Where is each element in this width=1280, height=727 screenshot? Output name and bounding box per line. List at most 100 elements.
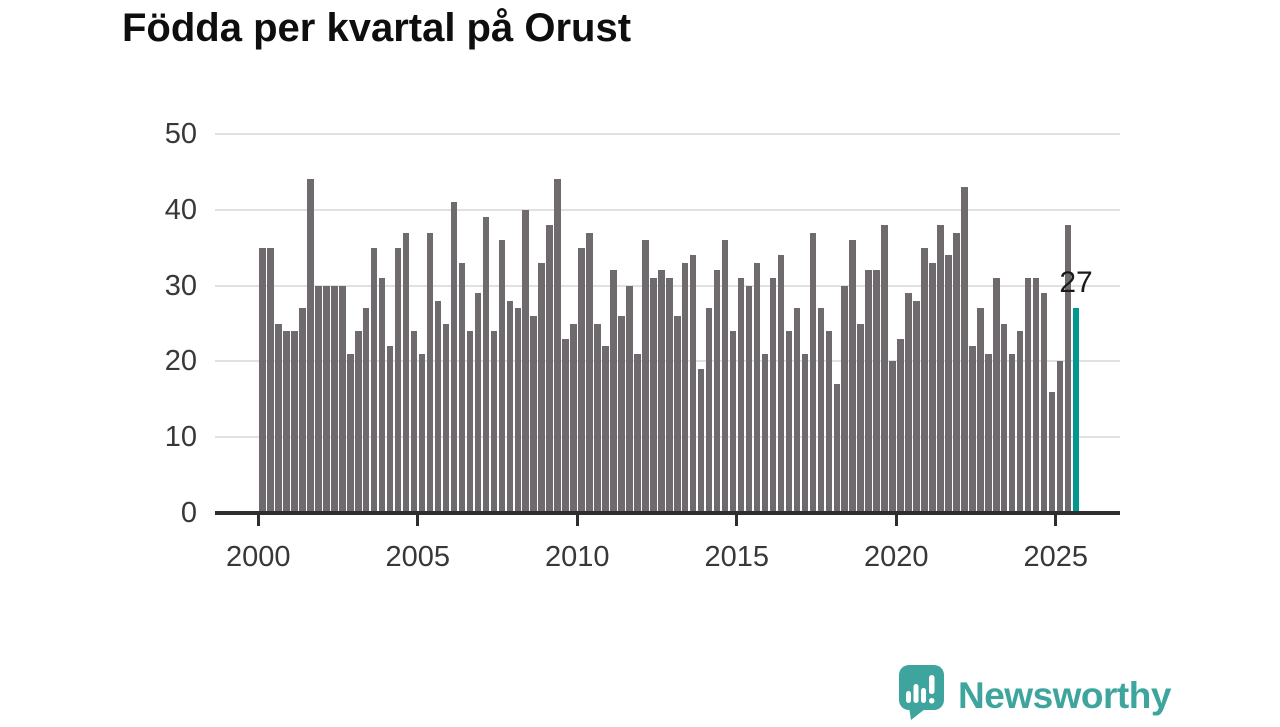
bar <box>769 278 777 514</box>
y-axis-label: 30 <box>164 269 197 302</box>
bar <box>482 217 490 514</box>
bar <box>945 255 952 514</box>
bar <box>674 315 681 514</box>
bar <box>299 308 306 514</box>
bar <box>394 247 402 514</box>
bar <box>522 209 529 514</box>
bar <box>386 346 394 514</box>
bar <box>418 353 426 514</box>
bar <box>450 202 458 514</box>
bar <box>442 323 450 514</box>
bar <box>729 331 737 514</box>
bar <box>259 247 266 514</box>
bar <box>873 270 880 514</box>
y-axis-label: 20 <box>164 345 197 378</box>
bar <box>458 262 466 514</box>
bar <box>825 331 833 514</box>
bar <box>410 331 418 514</box>
y-axis-label: 0 <box>180 497 197 529</box>
bar <box>370 247 378 514</box>
bar <box>1064 224 1072 514</box>
highlighted-bar <box>1072 308 1080 514</box>
bar <box>578 247 585 514</box>
bar <box>817 308 825 514</box>
bar <box>697 368 705 514</box>
x-axis-label: 2005 <box>385 541 451 573</box>
bar <box>586 232 593 514</box>
bar <box>849 240 856 514</box>
x-axis-label: 2010 <box>545 541 610 573</box>
bar <box>307 179 314 514</box>
x-axis-tick <box>735 515 739 526</box>
bar <box>434 300 442 514</box>
y-axis-label: 10 <box>164 421 197 454</box>
bar <box>1056 361 1064 514</box>
bar <box>793 308 801 514</box>
bar <box>881 224 888 514</box>
gridline <box>215 133 1120 135</box>
bar <box>323 285 330 514</box>
bar <box>705 308 713 514</box>
bar <box>267 247 274 514</box>
bar <box>291 331 298 514</box>
bar <box>339 285 346 514</box>
bar <box>1032 278 1040 514</box>
bar <box>761 353 769 514</box>
bar <box>721 240 729 514</box>
bar <box>913 300 920 514</box>
bar <box>618 315 625 514</box>
bar <box>753 262 761 514</box>
bar <box>833 384 840 514</box>
bar <box>347 353 354 514</box>
bar <box>921 247 928 514</box>
annotation-label: 27 <box>1059 266 1093 300</box>
bar <box>634 353 641 514</box>
bar <box>1008 353 1016 514</box>
bar <box>275 323 282 514</box>
x-axis-label: 2000 <box>226 541 291 573</box>
bar <box>777 255 785 514</box>
bar <box>666 278 673 514</box>
y-axis-label: 40 <box>164 193 197 226</box>
x-axis-tick <box>256 515 260 526</box>
bar <box>1000 323 1008 514</box>
bar <box>969 346 976 514</box>
bar <box>554 179 561 514</box>
newsworthy-logo: Newsworthy <box>897 664 1171 727</box>
bar <box>801 353 809 514</box>
bar <box>713 270 721 514</box>
bar <box>1016 331 1024 514</box>
bar <box>570 323 577 514</box>
x-axis-label: 2015 <box>704 541 770 573</box>
bar <box>897 338 904 514</box>
bar <box>642 240 649 514</box>
bar <box>937 224 944 514</box>
bar <box>315 285 322 514</box>
bar <box>331 285 338 514</box>
bar <box>562 338 569 514</box>
bar <box>402 232 410 514</box>
bar <box>474 293 482 514</box>
bar <box>737 278 745 514</box>
bar <box>961 187 968 514</box>
bar <box>650 278 657 514</box>
bar <box>426 232 434 514</box>
bar <box>689 255 697 514</box>
bar <box>490 331 498 514</box>
bar <box>594 323 601 514</box>
x-axis-tick <box>575 515 579 526</box>
gridline <box>215 208 1120 211</box>
bar <box>809 232 817 514</box>
bar <box>889 361 896 514</box>
bar <box>658 270 665 514</box>
bar <box>993 278 1000 514</box>
bar <box>355 331 362 514</box>
bar <box>506 300 514 514</box>
bar <box>953 232 960 514</box>
bar <box>785 331 793 514</box>
bar <box>905 293 912 514</box>
y-axis-label: 50 <box>164 118 197 150</box>
bar <box>498 240 506 514</box>
bar <box>929 262 936 514</box>
x-axis-label: 2025 <box>1023 541 1089 573</box>
